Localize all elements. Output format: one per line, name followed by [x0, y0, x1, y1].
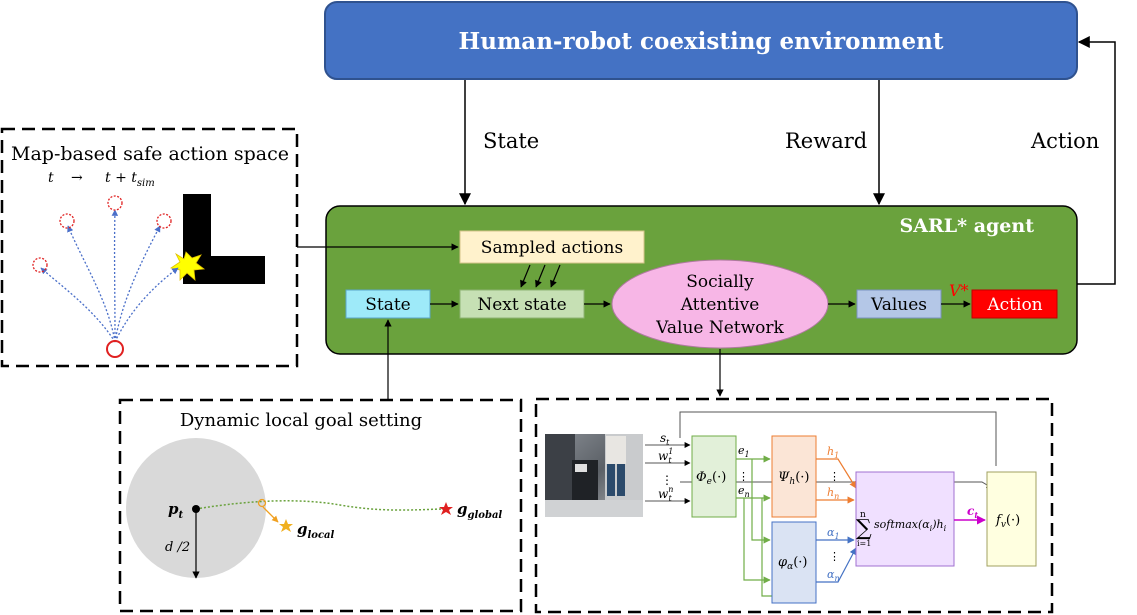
trajectory-2: [67, 225, 116, 343]
input-s-label: st: [660, 431, 670, 447]
candidate-position-icon: [59, 213, 75, 229]
mlp-h-label: Ψh(·): [778, 470, 809, 487]
candidate-position-icon: [32, 257, 48, 273]
trajectory-1: [40, 267, 116, 343]
values-box: [856, 289, 942, 319]
robot-point-icon: [192, 505, 200, 513]
local-goal-star-icon: [279, 519, 293, 532]
en-label: en: [738, 484, 750, 499]
an-line: [816, 547, 857, 583]
network-label-line1: Socially: [686, 272, 754, 292]
reward-signal-label: Reward: [785, 129, 867, 153]
mlp-h-box: [771, 435, 817, 518]
attention-label: φα(·): [778, 555, 807, 572]
input-w1-label: w1 t: [658, 447, 673, 465]
embedding-box: [691, 435, 737, 518]
time-arrow: →: [71, 170, 83, 186]
e1-to-phia: [751, 459, 771, 544]
en-to-phia: [743, 498, 771, 584]
agent-action-box: [971, 289, 1058, 319]
e-dots: ⋮: [738, 470, 749, 483]
hn-label: hn: [827, 486, 839, 501]
local-goal-label: glocal: [297, 520, 335, 541]
agent-action-label: Action: [986, 295, 1042, 315]
sample-arrow-1: [520, 264, 531, 288]
l-obstacle: [183, 194, 265, 284]
time-start-label: t: [48, 170, 54, 186]
agent-state-box: [345, 289, 431, 319]
embedding-label: Φe(·): [696, 470, 726, 487]
e1-label: e1: [738, 444, 750, 459]
safe-action-title: Map-based safe action space: [11, 143, 289, 165]
agent-box: SARL* agent Sampled actions State Next s…: [325, 205, 1078, 355]
values-label: Values: [870, 295, 927, 315]
path-intersection-icon: [257, 498, 267, 508]
h-dots: ⋮: [829, 470, 840, 483]
sample-arrow-2: [535, 264, 546, 288]
network-label-line3: Value Network: [655, 318, 784, 338]
global-goal-label: gglobal: [457, 500, 502, 521]
v-star-label: V*: [949, 281, 969, 300]
a-dots: ⋮: [829, 550, 840, 563]
action-feedback-arrow: [1077, 36, 1116, 285]
en-path: [736, 497, 772, 597]
collision-icon: [169, 251, 206, 281]
local-goal-arrow: [262, 506, 279, 523]
sum-symbol-icon: ∑: [856, 516, 872, 541]
robot-photo: [545, 434, 643, 517]
action-signal-label: Action: [1030, 129, 1099, 153]
value-mlp-box: [986, 471, 1037, 567]
sampled-actions-label: Sampled actions: [481, 238, 623, 258]
attention-box: [771, 521, 817, 604]
global-goal-star-icon: [439, 502, 453, 515]
half-distance-label: d /2: [165, 540, 190, 555]
network-detail-panel: st w1 t ⋮ wn t Φe(·) e1 en ⋮ Ψh(·) φα(·) h…: [534, 397, 1054, 614]
an-label: αn: [827, 568, 840, 583]
robot-position-icon: [106, 340, 124, 358]
network-label-line2: Attentive: [680, 295, 760, 315]
global-path: [195, 500, 443, 511]
safe-action-panel: Map-based safe action space t → t + tsim: [0, 127, 299, 368]
robot-position-label: pt: [168, 500, 184, 521]
h1-label: h1: [827, 445, 839, 460]
environment-box: Human-robot coexisting environment: [324, 1, 1078, 80]
skip-connection: [679, 411, 997, 466]
weighted-sum-box: [855, 471, 955, 567]
candidate-position-icon: [156, 213, 172, 229]
sum-expression: softmax(αi)hi: [874, 518, 947, 533]
candidate-position-icon: [107, 195, 123, 211]
next-state-label: Next state: [477, 295, 566, 315]
value-mlp-label: fv(·): [995, 513, 1020, 530]
agent-state-label: State: [365, 295, 411, 315]
sampled-actions-box: [459, 230, 645, 264]
input-dots: ⋮: [661, 473, 673, 487]
c-label: ct: [967, 504, 978, 520]
sample-arrow-3: [550, 264, 561, 288]
sum-lower-limit: i=1: [857, 539, 871, 548]
trajectory-5: [114, 267, 179, 343]
local-goal-title: Dynamic local goal setting: [180, 410, 422, 431]
a1-label: α1: [827, 526, 840, 541]
time-end-label: t + tsim: [105, 170, 155, 189]
input-wn-label: wn t: [658, 485, 673, 503]
state-signal-label: State: [483, 129, 539, 153]
environment-title: Human-robot coexisting environment: [459, 28, 944, 55]
h1-line: [816, 458, 857, 489]
sum-upper-limit: n: [860, 510, 866, 520]
agent-title: SARL* agent: [900, 215, 1035, 237]
local-goal-panel: Dynamic local goal setting d /2 pt gloca…: [118, 398, 523, 613]
